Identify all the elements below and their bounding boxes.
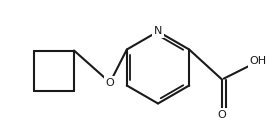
- Text: O: O: [106, 77, 114, 88]
- Text: O: O: [218, 109, 226, 120]
- Text: N: N: [154, 27, 162, 36]
- Text: OH: OH: [249, 57, 267, 66]
